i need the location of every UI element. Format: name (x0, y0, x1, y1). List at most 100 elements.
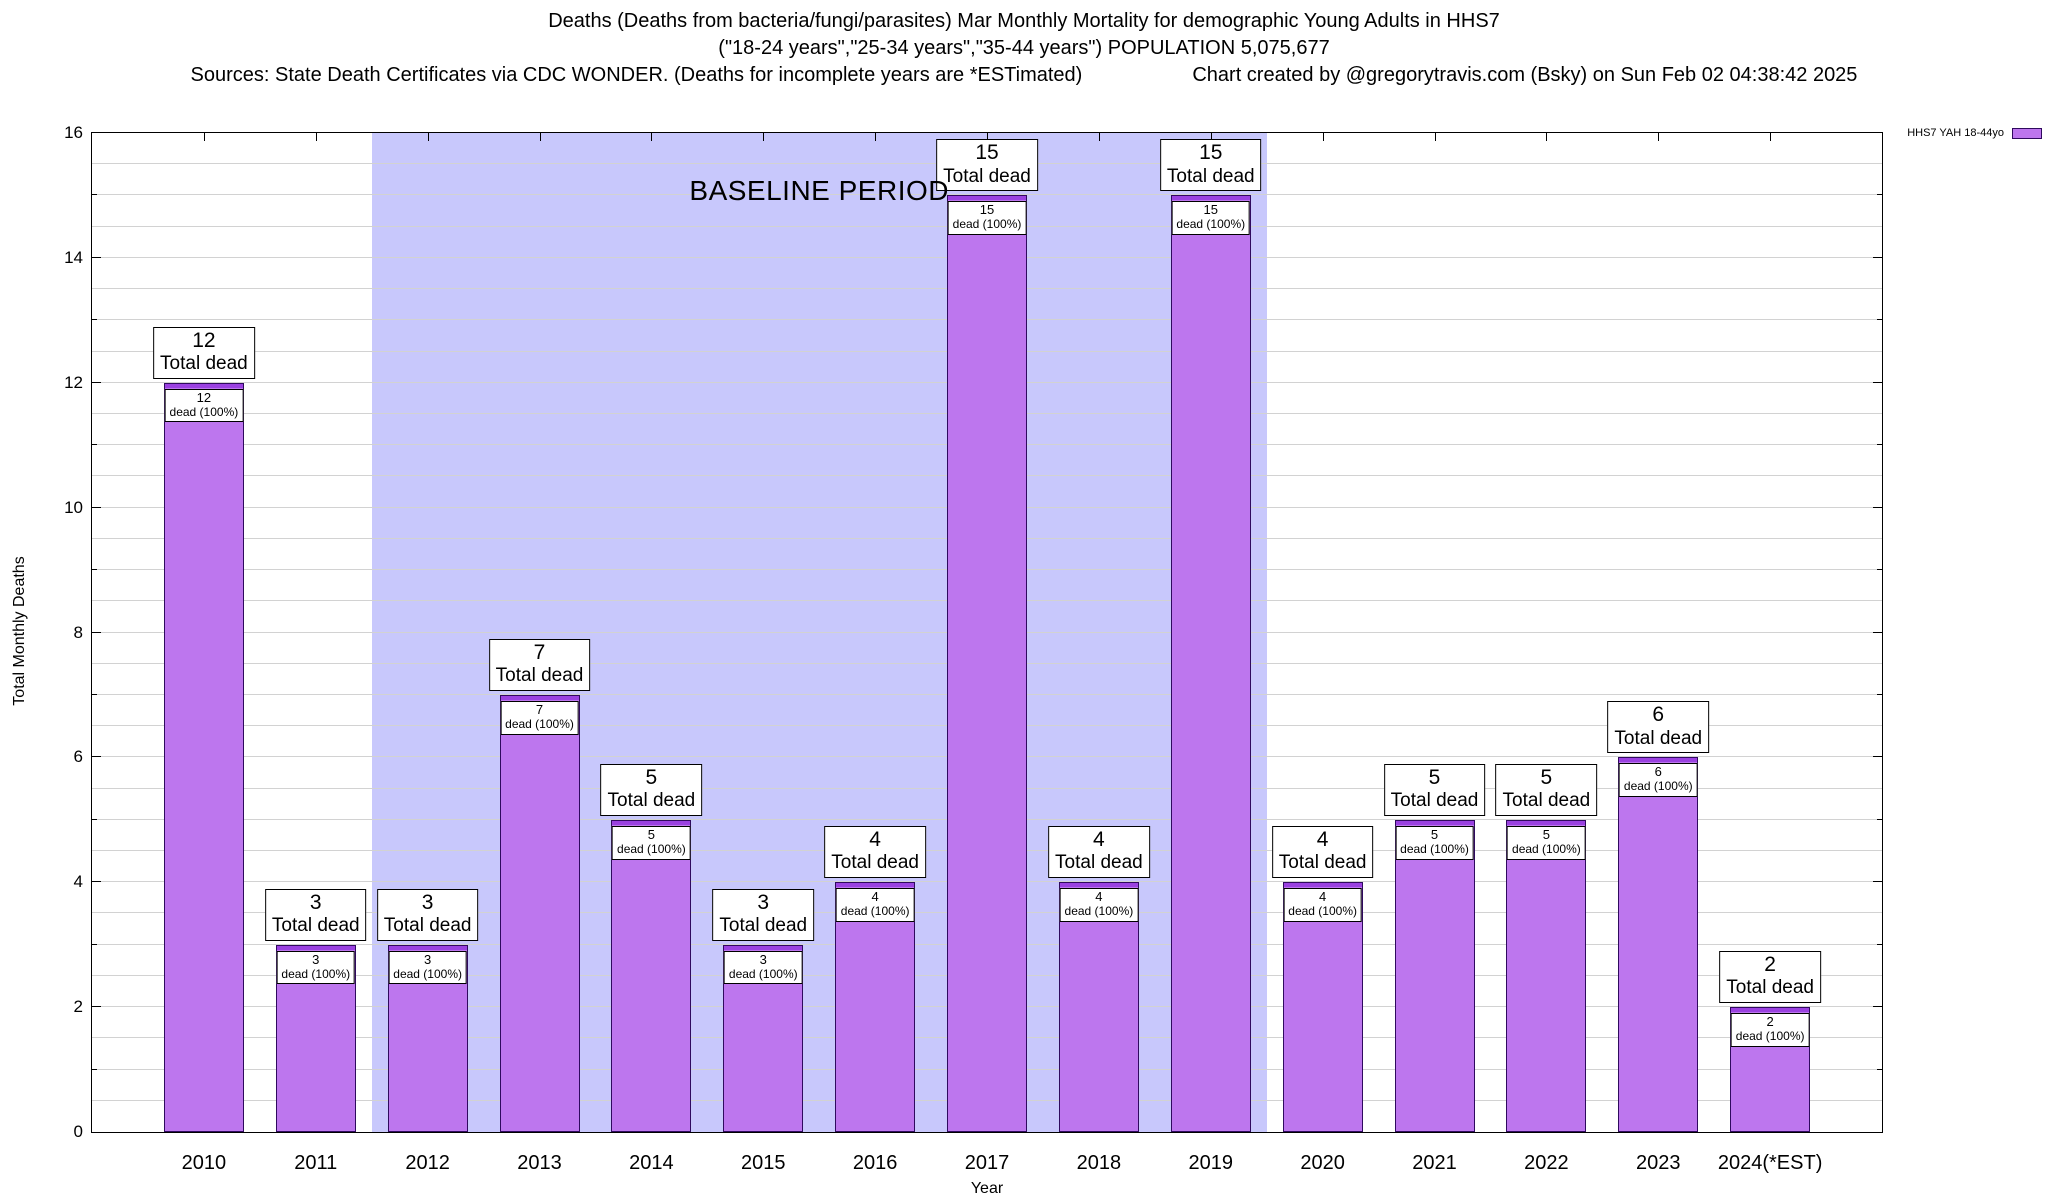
chart-header: Deaths (Deaths from bacteria/fungi/paras… (0, 8, 2048, 89)
bar-inner-label: 3 dead (100%) (723, 950, 803, 985)
y-axis-tick (1877, 569, 1882, 571)
x-tick-label: 2015 (741, 1152, 786, 1174)
bar (1618, 757, 1699, 1132)
bar-total-value: 5 (1540, 765, 1553, 789)
bar-total-value: 4 (869, 828, 881, 852)
y-tick-label: 8 (73, 622, 83, 642)
bar-total-label: 5 Total dead (1495, 763, 1598, 816)
x-tick-label: 2020 (1300, 1152, 1345, 1174)
y-axis-tick (1873, 756, 1882, 758)
bar-total-value: 3 (421, 890, 434, 914)
x-axis-tick (875, 133, 877, 141)
bar-total-label: 5 Total dead (600, 763, 703, 816)
bar-inner-value: 4 (1095, 889, 1103, 905)
x-tick-label: 2010 (181, 1152, 227, 1174)
bar-inner-label: 5 dead (100%) (1507, 825, 1586, 860)
y-tick-label: 2 (73, 997, 83, 1017)
y-axis-tick (1877, 444, 1882, 446)
y-tick-label: 12 (64, 372, 83, 392)
chart-credit: Chart created by @gregorytravis.com (Bsk… (1192, 64, 1858, 86)
bar-total-label: 7 Total dead (488, 638, 591, 691)
bar-inner-label: 4 dead (100%) (835, 888, 915, 922)
x-tick-label: 2012 (405, 1152, 450, 1174)
bar-total-text: Total dead (1614, 727, 1703, 749)
y-axis-tick (1873, 381, 1882, 383)
y-axis-tick (92, 444, 97, 446)
bar-inner-text: dead (100%) (1176, 217, 1246, 232)
bar-total-label: 4 Total dead (1271, 826, 1374, 879)
bar (1170, 195, 1251, 1132)
bar-total-text: Total dead (607, 789, 696, 811)
bar-inner-label: 6 dead (100%) (1618, 763, 1698, 798)
bar-inner-label: 3 dead (100%) (276, 950, 356, 985)
bar-total-label: 4 Total dead (1048, 826, 1150, 879)
y-tick-label: 6 (73, 747, 83, 767)
bar-inner-text: dead (100%) (1400, 841, 1469, 856)
y-axis-tick (92, 943, 97, 945)
bar-inner-value: 5 (1430, 826, 1439, 842)
x-tick-label: 2024(*EST) (1717, 1152, 1823, 1174)
legend-label: HHS7 YAH 18-44yo (1907, 127, 2004, 139)
bar-total-value: 4 (1093, 828, 1105, 852)
bar-total-text: Total dead (943, 165, 1031, 187)
bar-total-value: 6 (1652, 703, 1665, 727)
bar-inner-text: dead (100%) (1623, 779, 1693, 794)
y-tick-label: 10 (64, 497, 83, 517)
bar-total-text: Total dead (1278, 852, 1367, 874)
y-tick-label: 16 (64, 123, 83, 142)
legend-swatch (2012, 127, 2042, 139)
x-tick-label: 2019 (1188, 1152, 1234, 1174)
x-axis-tick (1210, 133, 1212, 141)
y-axis-tick (1873, 256, 1882, 258)
y-axis-tick (1873, 881, 1882, 883)
y-axis-tick (92, 256, 101, 258)
x-tick-label: 2018 (1076, 1152, 1122, 1174)
bar-inner-value: 2 (1766, 1014, 1774, 1030)
bar-total-label: 12 Total dead (153, 326, 255, 379)
bar-inner-value: 3 (759, 951, 767, 967)
chart-sources: Sources: State Death Certificates via CD… (190, 64, 1083, 86)
y-axis-tick (1873, 1006, 1882, 1008)
bar-total-value: 5 (645, 765, 658, 789)
bar-inner-value: 6 (1654, 764, 1662, 780)
y-axis-tick (1873, 506, 1882, 508)
bar-total-label: 3 Total dead (376, 888, 479, 941)
y-axis-tick (92, 881, 101, 883)
y-axis-tick (92, 381, 101, 383)
bar-inner-label: 7 dead (100%) (500, 700, 579, 735)
x-tick-label: 2017 (964, 1152, 1010, 1174)
gridline (92, 194, 1882, 196)
y-tick-label: 0 (73, 1122, 83, 1141)
y-axis-tick (92, 1006, 101, 1008)
bar-inner-text: dead (100%) (1064, 904, 1134, 919)
bar-total-value: 3 (309, 890, 322, 914)
bar-inner-value: 4 (871, 889, 879, 905)
y-axis-tick (92, 693, 97, 695)
y-axis-tick (92, 1068, 97, 1070)
chart-subtitle-row: Sources: State Death Certificates via CD… (0, 62, 2048, 89)
bar (499, 694, 580, 1132)
x-tick-label: 2023 (1636, 1152, 1681, 1174)
bar-total-label: 15 Total dead (1159, 139, 1262, 192)
bar-total-value: 4 (1316, 828, 1329, 852)
bar-total-text: Total dead (1502, 789, 1591, 811)
bar-total-text: Total dead (271, 914, 360, 936)
y-axis-tick (92, 569, 97, 571)
x-tick-label: 2014 (629, 1152, 674, 1174)
x-axis-tick (203, 133, 205, 141)
bar-total-label: 4 Total dead (824, 826, 926, 879)
bar-inner-text: dead (100%) (617, 841, 686, 856)
bar-inner-text: dead (100%) (1288, 904, 1357, 919)
bar-total-text: Total dead (1390, 789, 1479, 811)
bar-inner-label: 15 dead (100%) (1171, 201, 1251, 236)
bar-total-label: 15 Total dead (936, 139, 1038, 192)
bar (947, 195, 1027, 1132)
chart-title-line1: Deaths (Deaths from bacteria/fungi/paras… (548, 10, 1500, 32)
x-axis-tick (315, 133, 317, 141)
y-axis-tick (92, 818, 97, 820)
bar-total-text: Total dead (831, 852, 919, 874)
x-axis-tick (427, 133, 429, 141)
bar-inner-label: 15 dead (100%) (947, 201, 1027, 236)
bar-total-text: Total dead (495, 665, 584, 687)
